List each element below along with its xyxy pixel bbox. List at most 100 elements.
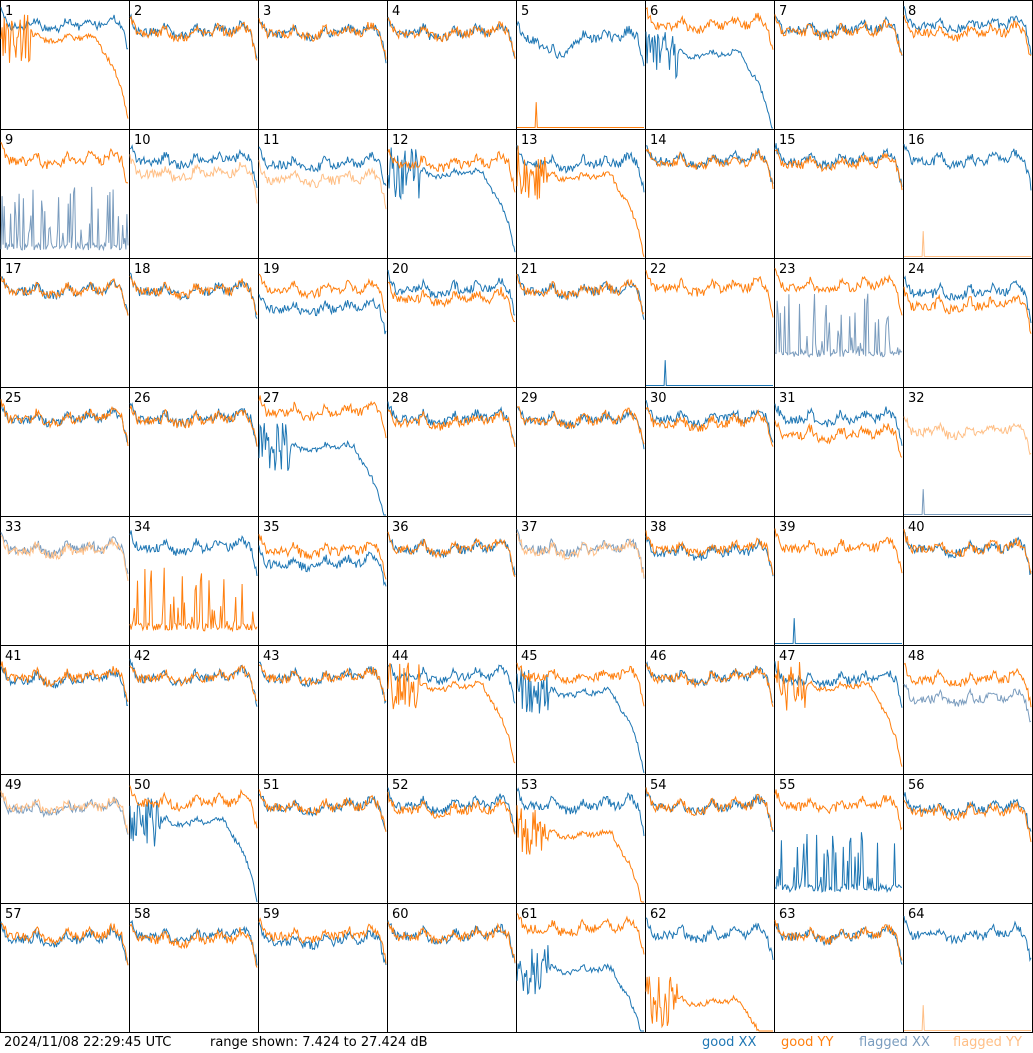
timestamp: 2024/11/08 22:29:45 UTC bbox=[4, 1035, 172, 1050]
panel-frame bbox=[516, 0, 646, 130]
panel-43: 43 bbox=[258, 645, 388, 775]
panel-frame bbox=[129, 0, 259, 130]
panel-13: 13 bbox=[516, 129, 646, 259]
series-yy-20 bbox=[387, 281, 516, 323]
panel-frame bbox=[516, 645, 646, 775]
panel-label: 60 bbox=[392, 907, 409, 922]
panel-label: 51 bbox=[263, 778, 280, 793]
series-xx-20 bbox=[387, 269, 516, 316]
series-yy-4 bbox=[387, 17, 516, 59]
panel-32: 32 bbox=[903, 387, 1033, 517]
panel-label: 14 bbox=[650, 133, 667, 148]
panel-label: 30 bbox=[650, 391, 667, 406]
series-xx-19 bbox=[258, 294, 387, 335]
panel-56: 56 bbox=[903, 774, 1033, 904]
series-yy-57 bbox=[1, 922, 129, 966]
panel-label: 10 bbox=[134, 133, 151, 148]
series-yy-22 bbox=[645, 270, 774, 318]
series-yy-37 bbox=[516, 532, 645, 578]
panel-29: 29 bbox=[516, 387, 646, 517]
panel-23: 23 bbox=[774, 258, 904, 388]
series-xx-1 bbox=[0, 7, 128, 50]
series-xx-44 bbox=[387, 663, 516, 704]
panel-label: 13 bbox=[521, 133, 538, 148]
panel-frame bbox=[645, 903, 775, 1033]
series-xx-5 bbox=[516, 20, 645, 67]
panel-frame bbox=[516, 387, 646, 517]
panel-label: 29 bbox=[521, 391, 538, 406]
series-xx-36 bbox=[387, 534, 516, 576]
series-xx-56 bbox=[903, 792, 1032, 832]
series-yy-24 bbox=[903, 286, 1032, 334]
panel-label: 40 bbox=[908, 520, 925, 535]
series-yy-27 bbox=[258, 395, 387, 439]
panel-41: 41 bbox=[0, 645, 130, 775]
panel-21: 21 bbox=[516, 258, 646, 388]
series-yy-48 bbox=[903, 662, 1032, 708]
panel-37: 37 bbox=[516, 516, 646, 646]
series-yy-54 bbox=[645, 787, 774, 831]
panel-label: 50 bbox=[134, 778, 151, 793]
series-xx-55 bbox=[774, 832, 902, 893]
panel-53: 53 bbox=[516, 774, 646, 904]
panel-label: 28 bbox=[392, 391, 409, 406]
panel-45: 45 bbox=[516, 645, 646, 775]
series-yy-44 bbox=[387, 662, 516, 764]
series-xx-6 bbox=[645, 31, 773, 129]
panel-frame bbox=[129, 774, 259, 904]
panel-frame bbox=[387, 387, 517, 517]
panel-36: 36 bbox=[387, 516, 517, 646]
panel-42: 42 bbox=[129, 645, 259, 775]
panel-label: 32 bbox=[908, 391, 925, 406]
panel-frame bbox=[903, 258, 1033, 388]
panel-label: 4 bbox=[392, 4, 400, 19]
legend-flagged-yy: flagged YY bbox=[953, 1035, 1022, 1050]
panel-35: 35 bbox=[258, 516, 388, 646]
series-yy-30 bbox=[645, 406, 774, 447]
series-xx-61 bbox=[516, 945, 644, 1032]
panel-49: 49 bbox=[0, 774, 130, 904]
panel-frame bbox=[129, 129, 259, 259]
panel-frame bbox=[387, 516, 517, 646]
panel-label: 11 bbox=[263, 133, 280, 148]
panel-frame bbox=[645, 516, 775, 646]
panel-frame bbox=[129, 258, 259, 388]
panel-7: 7 bbox=[774, 0, 904, 130]
panel-label: 38 bbox=[650, 520, 667, 535]
panel-label: 44 bbox=[392, 649, 409, 664]
panel-3: 3 bbox=[258, 0, 388, 130]
panel-label: 64 bbox=[908, 907, 925, 922]
series-yy-53 bbox=[516, 805, 644, 903]
series-xx-47 bbox=[774, 661, 903, 708]
panel-label: 25 bbox=[5, 391, 22, 406]
panel-59: 59 bbox=[258, 903, 388, 1033]
panel-17: 17 bbox=[0, 258, 130, 388]
panel-26: 26 bbox=[129, 387, 259, 517]
panel-25: 25 bbox=[0, 387, 130, 517]
panel-frame bbox=[774, 645, 904, 775]
series-xx-27 bbox=[258, 423, 386, 516]
panel-frame bbox=[774, 387, 904, 517]
panel-4: 4 bbox=[387, 0, 517, 130]
panel-label: 31 bbox=[779, 391, 796, 406]
panel-57: 57 bbox=[0, 903, 130, 1033]
panel-frame bbox=[258, 129, 388, 259]
series-yy-23 bbox=[774, 268, 903, 316]
panel-label: 6 bbox=[650, 4, 658, 19]
panel-frame bbox=[516, 129, 646, 259]
panel-5: 5 bbox=[516, 0, 646, 130]
panel-label: 52 bbox=[392, 778, 409, 793]
panel-frame bbox=[258, 774, 388, 904]
series-yy-64 bbox=[904, 1005, 1031, 1031]
series-yy-40 bbox=[903, 529, 1032, 574]
panel-frame bbox=[645, 258, 775, 388]
series-yy-16 bbox=[904, 231, 1031, 257]
series-xx-31 bbox=[774, 403, 903, 446]
panel-label: 2 bbox=[134, 4, 142, 19]
series-xx-11 bbox=[258, 146, 387, 186]
panel-label: 17 bbox=[5, 262, 22, 277]
panel-frame bbox=[774, 0, 904, 130]
panel-frame bbox=[129, 645, 259, 775]
panel-label: 46 bbox=[650, 649, 667, 664]
